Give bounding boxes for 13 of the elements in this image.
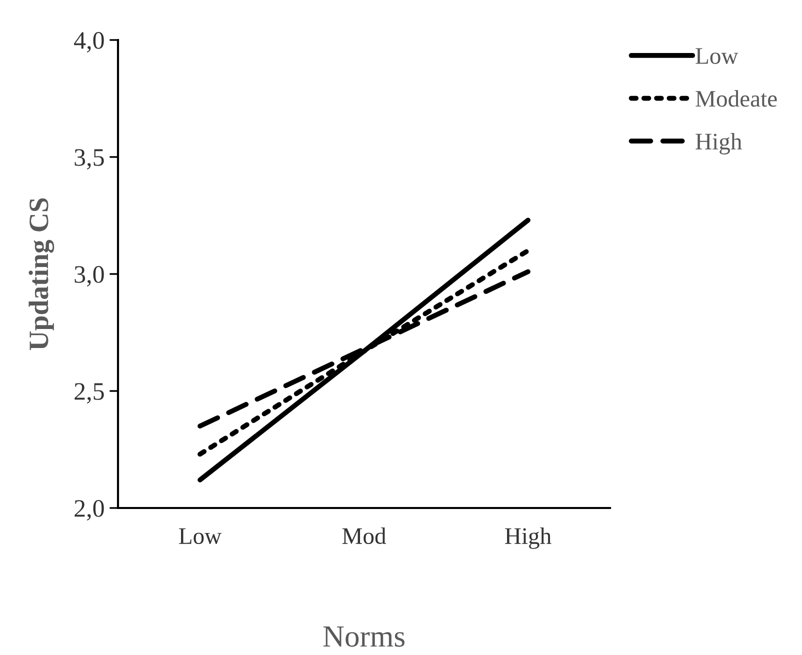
y-tick-label: 4,0 <box>74 32 104 53</box>
y-tick-label: 2,0 <box>74 500 104 521</box>
x-axis-title: Norms <box>323 626 404 647</box>
x-tick-label: Mod <box>342 527 386 544</box>
y-tick-label: 2,5 <box>74 383 104 404</box>
y-tick-label: 3,0 <box>74 266 104 287</box>
x-tick-label: Low <box>179 528 222 544</box>
x-tick-label: High <box>505 527 552 549</box>
y-axis-title: Updating CS <box>28 198 54 350</box>
legend-label: High <box>696 132 742 154</box>
y-tick-label: 3,5 <box>74 149 104 170</box>
legend-label: Modeate <box>696 90 777 107</box>
legend-label: Low <box>696 48 738 64</box>
